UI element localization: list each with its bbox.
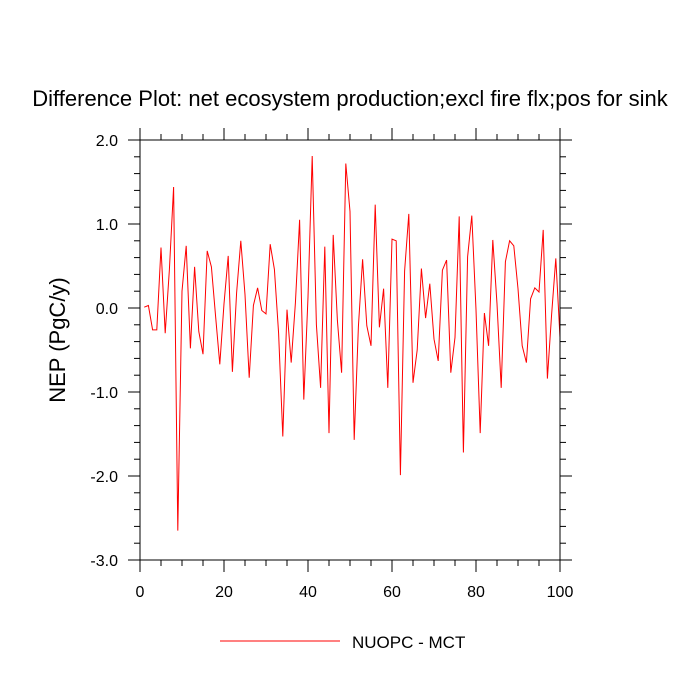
axes: 0 20 40 60 80 100 -3.0 -2.0 -1.0 0.0 1.0 2.0: [90, 128, 573, 601]
x-tick-label: 20: [215, 584, 233, 601]
x-tick-label: 80: [467, 584, 485, 601]
y-tick-label: 0.0: [96, 301, 118, 318]
y-tick-label: -2.0: [90, 469, 118, 486]
x-tick-label: 60: [383, 584, 401, 601]
x-tick-label: 40: [299, 584, 317, 601]
series-line: [144, 155, 561, 531]
y-tick-label: 2.0: [96, 133, 118, 150]
chart-title: Difference Plot: net ecosystem productio…: [32, 86, 668, 111]
y-tick-label: 1.0: [96, 217, 118, 234]
plot-area: [144, 155, 561, 531]
y-tick-label: -3.0: [90, 553, 118, 570]
legend-label: NUOPC - MCT: [352, 633, 465, 652]
legend: NUOPC - MCT: [220, 633, 465, 652]
x-tick-label: 0: [136, 584, 145, 601]
x-tick-label: 100: [547, 584, 574, 601]
y-tick-label: -1.0: [90, 385, 118, 402]
